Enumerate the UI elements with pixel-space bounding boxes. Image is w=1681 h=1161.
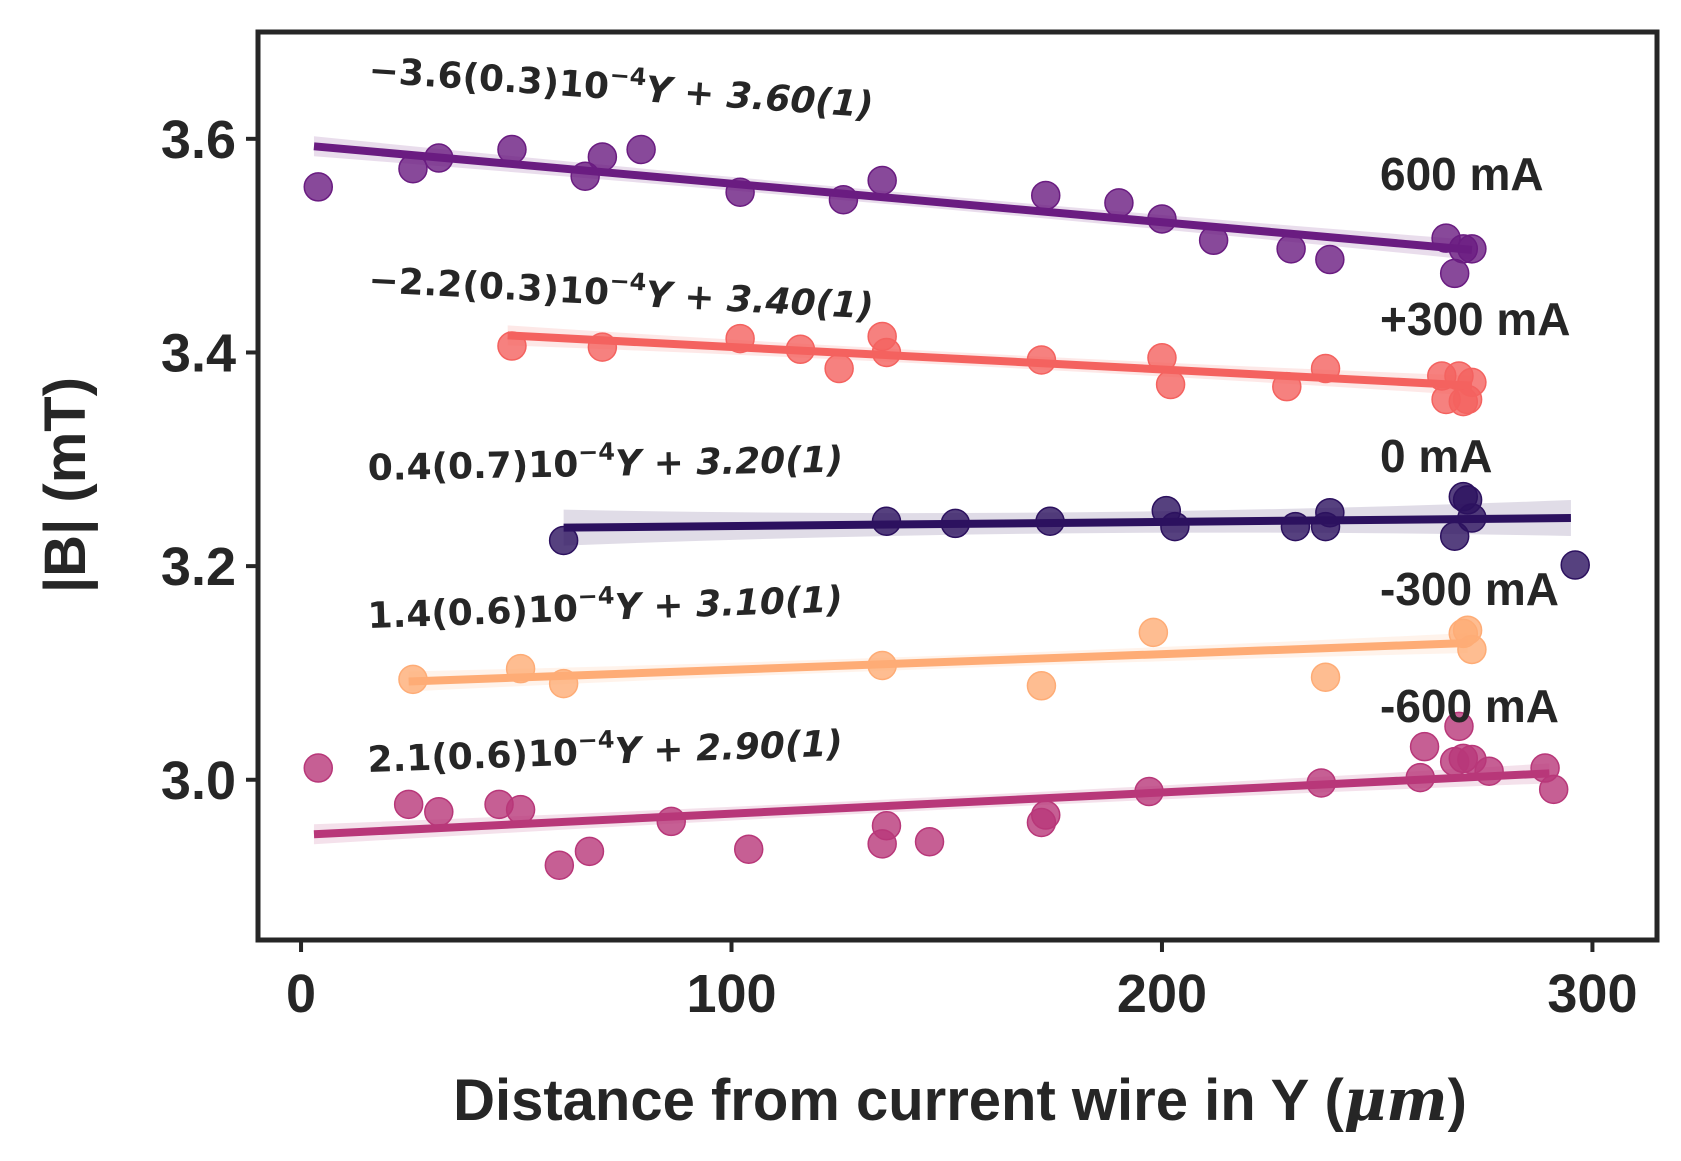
fit-line [408,639,1468,686]
data-point [1160,511,1190,542]
x-axis-label-suffix: ) [1448,1068,1467,1133]
data-point [824,353,854,384]
data-point [1030,800,1061,830]
data-point [733,834,764,864]
data-point [1138,617,1169,648]
data-point [656,806,686,837]
axis-ticks: 0 100 200 300 3.0 3.2 3.4 3.6 [161,110,1638,1024]
data-point [1538,774,1569,805]
data-point [1409,731,1440,762]
plot-frame [255,29,1660,943]
data-point [1155,369,1186,400]
fit-equation: 2.1(0.6)10−4Y + 2.90(1) [367,717,844,781]
x-axis-label: Distance from current wire in Y (μm) [453,1066,1467,1134]
series-label: +300 mA [1380,293,1571,345]
fit-line [313,142,1473,254]
fit-lines [313,142,1571,839]
fit-line [507,331,1473,390]
data-point [871,810,902,841]
series-label: 0 mA [1380,430,1492,482]
x-axis-label-prefix: Distance from current wire in Y ( [453,1068,1344,1133]
data-point [1439,258,1470,289]
data-point [393,789,424,820]
data-point [914,826,945,857]
y-axis-label: |B| (mT) [33,377,98,593]
fit-equation: 1.4(0.6)10−4Y + 3.10(1) [367,573,844,637]
data-point [424,797,454,827]
data-point [1276,234,1306,264]
data-point [1104,188,1134,218]
series-label: -600 mA [1380,680,1559,732]
data-point [1474,756,1504,786]
x-axis-label-unit: μm [1344,1066,1448,1134]
data-point [867,165,897,196]
fit-line [563,514,1571,532]
data-point [544,850,575,880]
annotations: 600 mA −3.6(0.3)10−4Y + 3.60(1) +300 mA −2.… [367,44,1571,781]
x-tick-label: 200 [1117,964,1207,1024]
data-point [505,794,536,825]
y-tick-label: 3.0 [161,751,236,811]
data-point [1444,711,1474,742]
fit-line [313,769,1550,839]
data-point [1560,550,1590,580]
data-point [1026,671,1057,701]
data-point [1030,180,1061,211]
series-label: -300 mA [1380,563,1559,615]
x-tick-label: 100 [686,964,776,1024]
data-point [1315,244,1345,275]
x-tick-label: 300 [1547,964,1637,1024]
data-point [626,134,656,165]
fit-equation: −3.6(0.3)10−4Y + 3.60(1) [367,44,875,126]
data-point [303,172,334,202]
series-label: 600 mA [1380,148,1544,200]
x-tick-label: 0 [286,964,316,1024]
data-point [303,753,334,783]
data-point [1310,662,1341,692]
y-tick-label: 3.2 [161,537,236,597]
fit-equation: 0.4(0.7)10−4Y + 3.20(1) [367,434,843,489]
y-tick-label: 3.6 [161,110,236,170]
fit-equation: −2.2(0.3)10−4Y + 3.40(1) [368,254,875,327]
data-point [574,836,605,867]
y-tick-label: 3.4 [161,323,236,383]
data-point [587,142,618,172]
